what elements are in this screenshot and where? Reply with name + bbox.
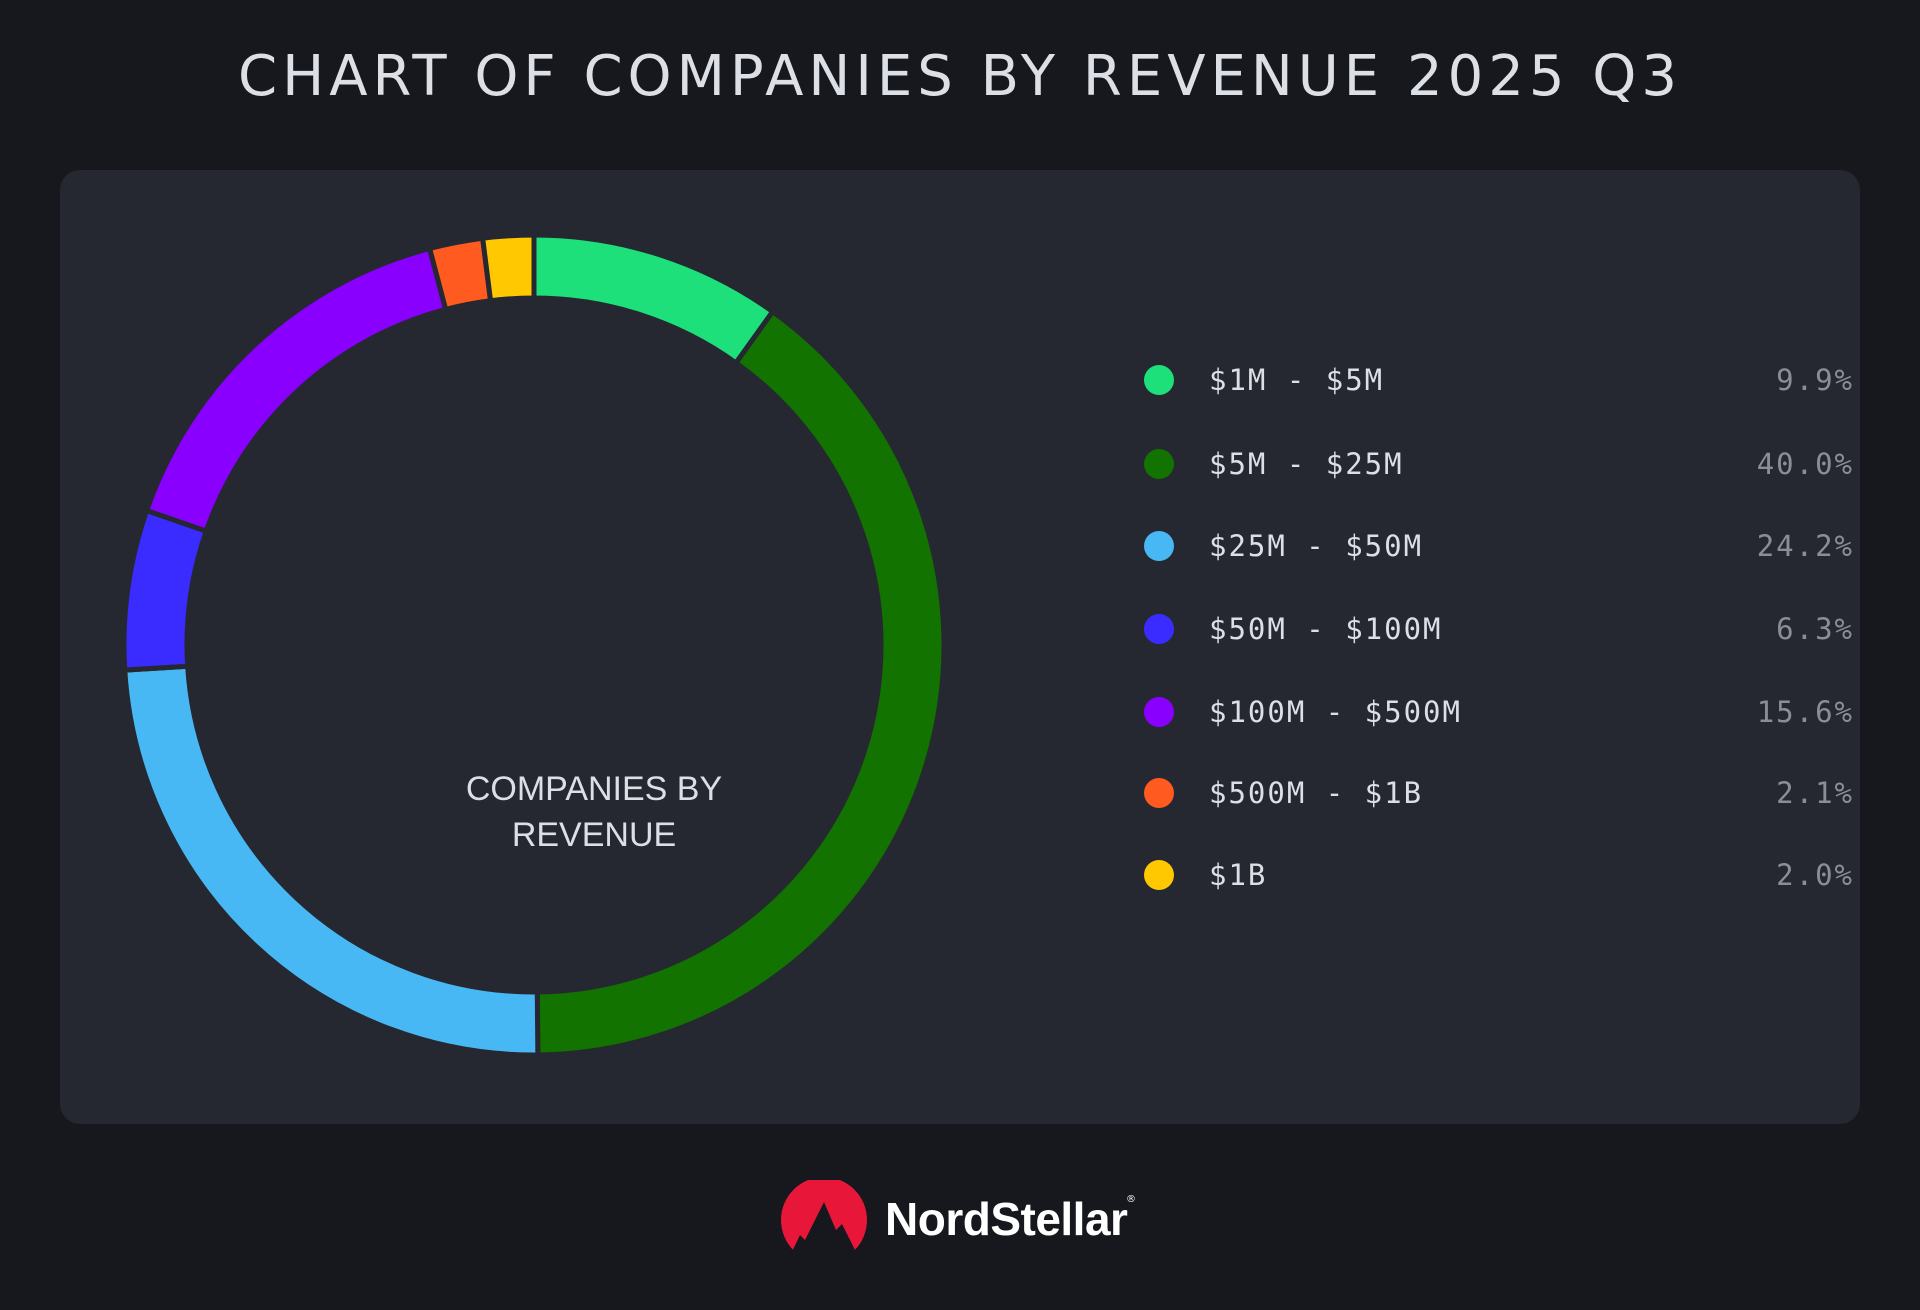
legend-value: 2.1% — [1776, 776, 1854, 810]
chart-title: CHART OF COMPANIES BY REVENUE 2025 Q3 — [237, 44, 1682, 109]
legend-value: 9.9% — [1776, 363, 1854, 397]
chart-panel: COMPANIES BY REVENUE $1M - $5M 9.9% $5M … — [60, 170, 1860, 1124]
legend-swatch — [1144, 860, 1174, 890]
donut-segment-6 — [479, 232, 537, 304]
legend-label: $25M - $50M — [1209, 529, 1424, 563]
mountain-logo-icon — [780, 1180, 870, 1262]
donut-chart — [121, 232, 947, 1058]
brand-logo: NordStellar ® — [780, 1180, 1136, 1262]
legend-label: $1M - $5M — [1209, 363, 1385, 397]
legend-label: $500M - $1B — [1209, 776, 1424, 810]
brand-name: NordStellar — [885, 1193, 1128, 1245]
donut-segment-1 — [534, 308, 947, 1058]
legend-value: 24.2% — [1756, 529, 1854, 563]
legend-value: 6.3% — [1776, 612, 1854, 646]
legend-label: $100M - $500M — [1209, 695, 1462, 729]
center-label-line-1: COMPANIES BY — [465, 770, 723, 808]
donut-segment-2 — [122, 663, 541, 1058]
legend-value: 2.0% — [1776, 858, 1854, 892]
donut-segment-4 — [143, 245, 449, 535]
donut-center-label: COMPANIES BY REVENUE — [434, 766, 754, 858]
legend-swatch — [1144, 614, 1174, 644]
donut-segment-3 — [121, 507, 210, 673]
legend-value: 40.0% — [1756, 447, 1854, 481]
legend-swatch — [1144, 449, 1174, 479]
legend-swatch — [1144, 778, 1174, 808]
legend-label: $1B — [1209, 858, 1268, 892]
legend-item: $1M - $5M 9.9% — [1144, 360, 1854, 400]
legend-label: $50M - $100M — [1209, 612, 1443, 646]
legend-swatch — [1144, 365, 1174, 395]
legend-item: $25M - $50M 24.2% — [1144, 526, 1854, 566]
legend-item: $100M - $500M 15.6% — [1144, 692, 1854, 732]
legend-item: $5M - $25M 40.0% — [1144, 444, 1854, 484]
legend-value: 15.6% — [1756, 695, 1854, 729]
legend-swatch — [1144, 697, 1174, 727]
legend-item: $500M - $1B 2.1% — [1144, 773, 1854, 813]
donut-segment-0 — [531, 232, 777, 367]
legend-item: $50M - $100M 6.3% — [1144, 609, 1854, 649]
registered-mark: ® — [1126, 1194, 1136, 1205]
legend-label: $5M - $25M — [1209, 447, 1404, 481]
center-label-line-2: REVENUE — [511, 816, 677, 854]
legend-item: $1B 2.0% — [1144, 855, 1854, 895]
legend-swatch — [1144, 531, 1174, 561]
